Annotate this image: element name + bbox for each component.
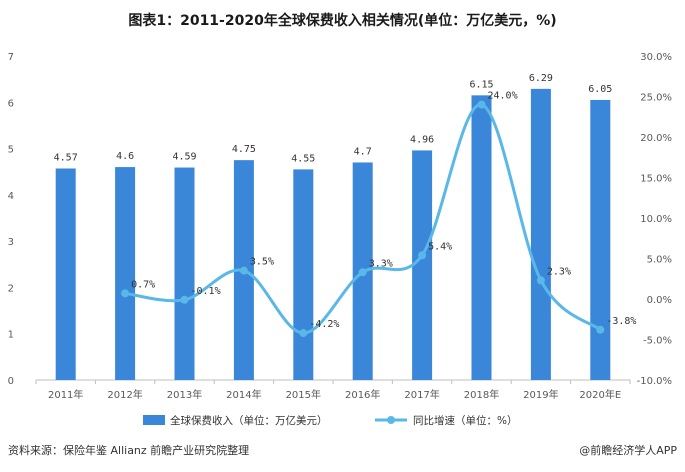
- x-tick-label: 2017年: [404, 388, 439, 401]
- y-right-tick-label: 20.0%: [640, 133, 672, 144]
- source-note: 资料来源：保险年鉴 Allianz 前瞻产业研究院整理: [8, 444, 250, 457]
- growth-point: [358, 268, 367, 277]
- growth-value-label: 0.7%: [131, 279, 155, 290]
- y-right-tick-label: 0.0%: [647, 295, 672, 306]
- y-right-tick-label: 15.0%: [640, 174, 672, 185]
- x-tick-label: 2014年: [226, 388, 261, 401]
- bar: [530, 88, 551, 380]
- growth-value-label: 24.0%: [488, 91, 518, 102]
- growth-value-label: -4.2%: [309, 319, 339, 330]
- bar-value-label: 4.55: [291, 153, 315, 164]
- growth-point: [477, 100, 486, 109]
- y-left-tick-label: 0: [8, 376, 14, 387]
- legend-bar-swatch: [143, 415, 165, 425]
- x-tick-label: 2020年E: [579, 388, 621, 401]
- growth-point: [239, 266, 248, 275]
- bar: [115, 167, 136, 380]
- x-tick-label: 2018年: [464, 388, 499, 401]
- growth-point: [121, 289, 130, 298]
- bar: [55, 168, 76, 380]
- y-right-tick-label: -5.0%: [643, 336, 672, 347]
- y-left-tick-label: 2: [8, 283, 14, 294]
- x-tick-label: 2019年: [523, 388, 558, 401]
- y-right-tick-label: 30.0%: [640, 52, 672, 63]
- growth-value-label: -0.1%: [191, 286, 221, 297]
- bar-value-label: 6.29: [529, 73, 553, 84]
- bar-value-label: 4.96: [410, 134, 434, 145]
- y-left-tick-label: 6: [8, 98, 14, 109]
- bar-value-label: 4.6: [116, 151, 134, 162]
- x-tick-label: 2012年: [107, 388, 142, 401]
- growth-point: [299, 329, 308, 338]
- x-tick-label: 2011年: [48, 388, 83, 401]
- y-left-tick-label: 3: [8, 237, 14, 248]
- growth-value-label: 2.3%: [547, 266, 571, 277]
- growth-point: [418, 251, 427, 260]
- y-right-tick-label: 25.0%: [640, 93, 672, 104]
- y-left-tick-label: 5: [8, 145, 14, 156]
- y-right-tick-label: 5.0%: [647, 255, 672, 266]
- y-left-tick-label: 7: [8, 52, 14, 63]
- bar-value-label: 4.59: [172, 152, 196, 163]
- bar: [293, 169, 314, 380]
- growth-point: [536, 276, 545, 285]
- legend-bar-label: 全球保费收入（单位：万亿美元）: [170, 414, 328, 427]
- bar: [471, 95, 492, 380]
- y-right-tick-label: 10.0%: [640, 214, 672, 225]
- bar-value-label: 4.75: [232, 144, 256, 155]
- x-tick-label: 2016年: [345, 388, 380, 401]
- growth-point: [180, 295, 189, 304]
- bar-value-label: 4.57: [54, 152, 78, 163]
- x-tick-label: 2013年: [167, 388, 202, 401]
- x-tick-label: 2015年: [286, 388, 321, 401]
- growth-value-label: 3.5%: [250, 257, 274, 268]
- y-right-tick-label: -10.0%: [637, 376, 672, 387]
- bar: [590, 99, 611, 380]
- legend-line-marker: [387, 416, 395, 424]
- growth-value-label: 5.4%: [428, 241, 452, 252]
- brand-watermark: @前瞻经济学人APP: [579, 444, 677, 457]
- bar: [174, 167, 195, 380]
- growth-value-label: 3.3%: [369, 258, 393, 269]
- bar-value-label: 4.7: [354, 146, 372, 157]
- growth-value-label: -3.8%: [606, 316, 636, 327]
- legend-line-label: 同比增速（单位：%）: [413, 414, 517, 427]
- bar-value-label: 6.05: [588, 84, 612, 95]
- growth-line: [124, 103, 602, 335]
- bar-value-label: 6.15: [469, 79, 493, 90]
- growth-point: [596, 325, 605, 334]
- bar: [412, 150, 433, 380]
- y-left-tick-label: 4: [8, 191, 14, 202]
- y-left-tick-label: 1: [8, 330, 14, 341]
- chart-title: 图表1：2011-2020年全球保费收入相关情况(单位：万亿美元，%): [128, 13, 557, 29]
